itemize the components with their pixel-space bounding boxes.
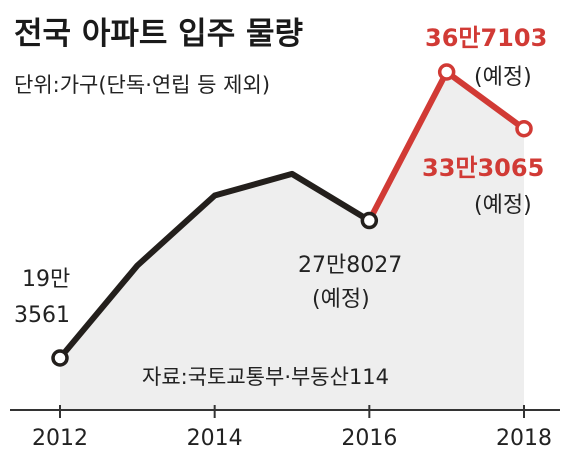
x-tick-label-2018: 2018 [496,426,552,451]
x-tick-label-2014: 2014 [187,426,243,451]
data-label-2012-line1: 19만 [22,267,70,292]
data-point-2017 [437,63,456,81]
area-fill-layer [60,72,524,410]
x-tick-label-2016: 2016 [341,426,397,451]
data-point-2018 [515,119,533,138]
data-label-2017-value: 36만7103 [425,24,547,52]
data-label-2018-value: 33만3065 [422,154,544,182]
data-point-2012 [51,349,69,367]
x-axis-ticks: 2012 2014 2016 2018 [32,405,552,451]
chart-subtitle: 단위:가구(단독·연립 등 제외) [14,73,270,97]
area-fill [60,72,524,410]
data-label-2016-value: 27만8027 [298,253,402,278]
series-line-actual [57,170,373,361]
data-label-2016-note: (예정) [312,287,370,312]
x-tick-label-2012: 2012 [32,426,88,451]
chart-title: 전국 아파트 입주 물량 [14,16,303,52]
data-point-2016 [360,211,379,230]
point-layer [51,63,533,367]
data-label-2012-line2: 3561 [14,303,70,328]
chart-source: 자료:국토교통부·부동산114 [142,365,389,389]
data-label-2017-note: (예정) [474,65,532,90]
data-label-2018-note: (예정) [474,193,532,218]
